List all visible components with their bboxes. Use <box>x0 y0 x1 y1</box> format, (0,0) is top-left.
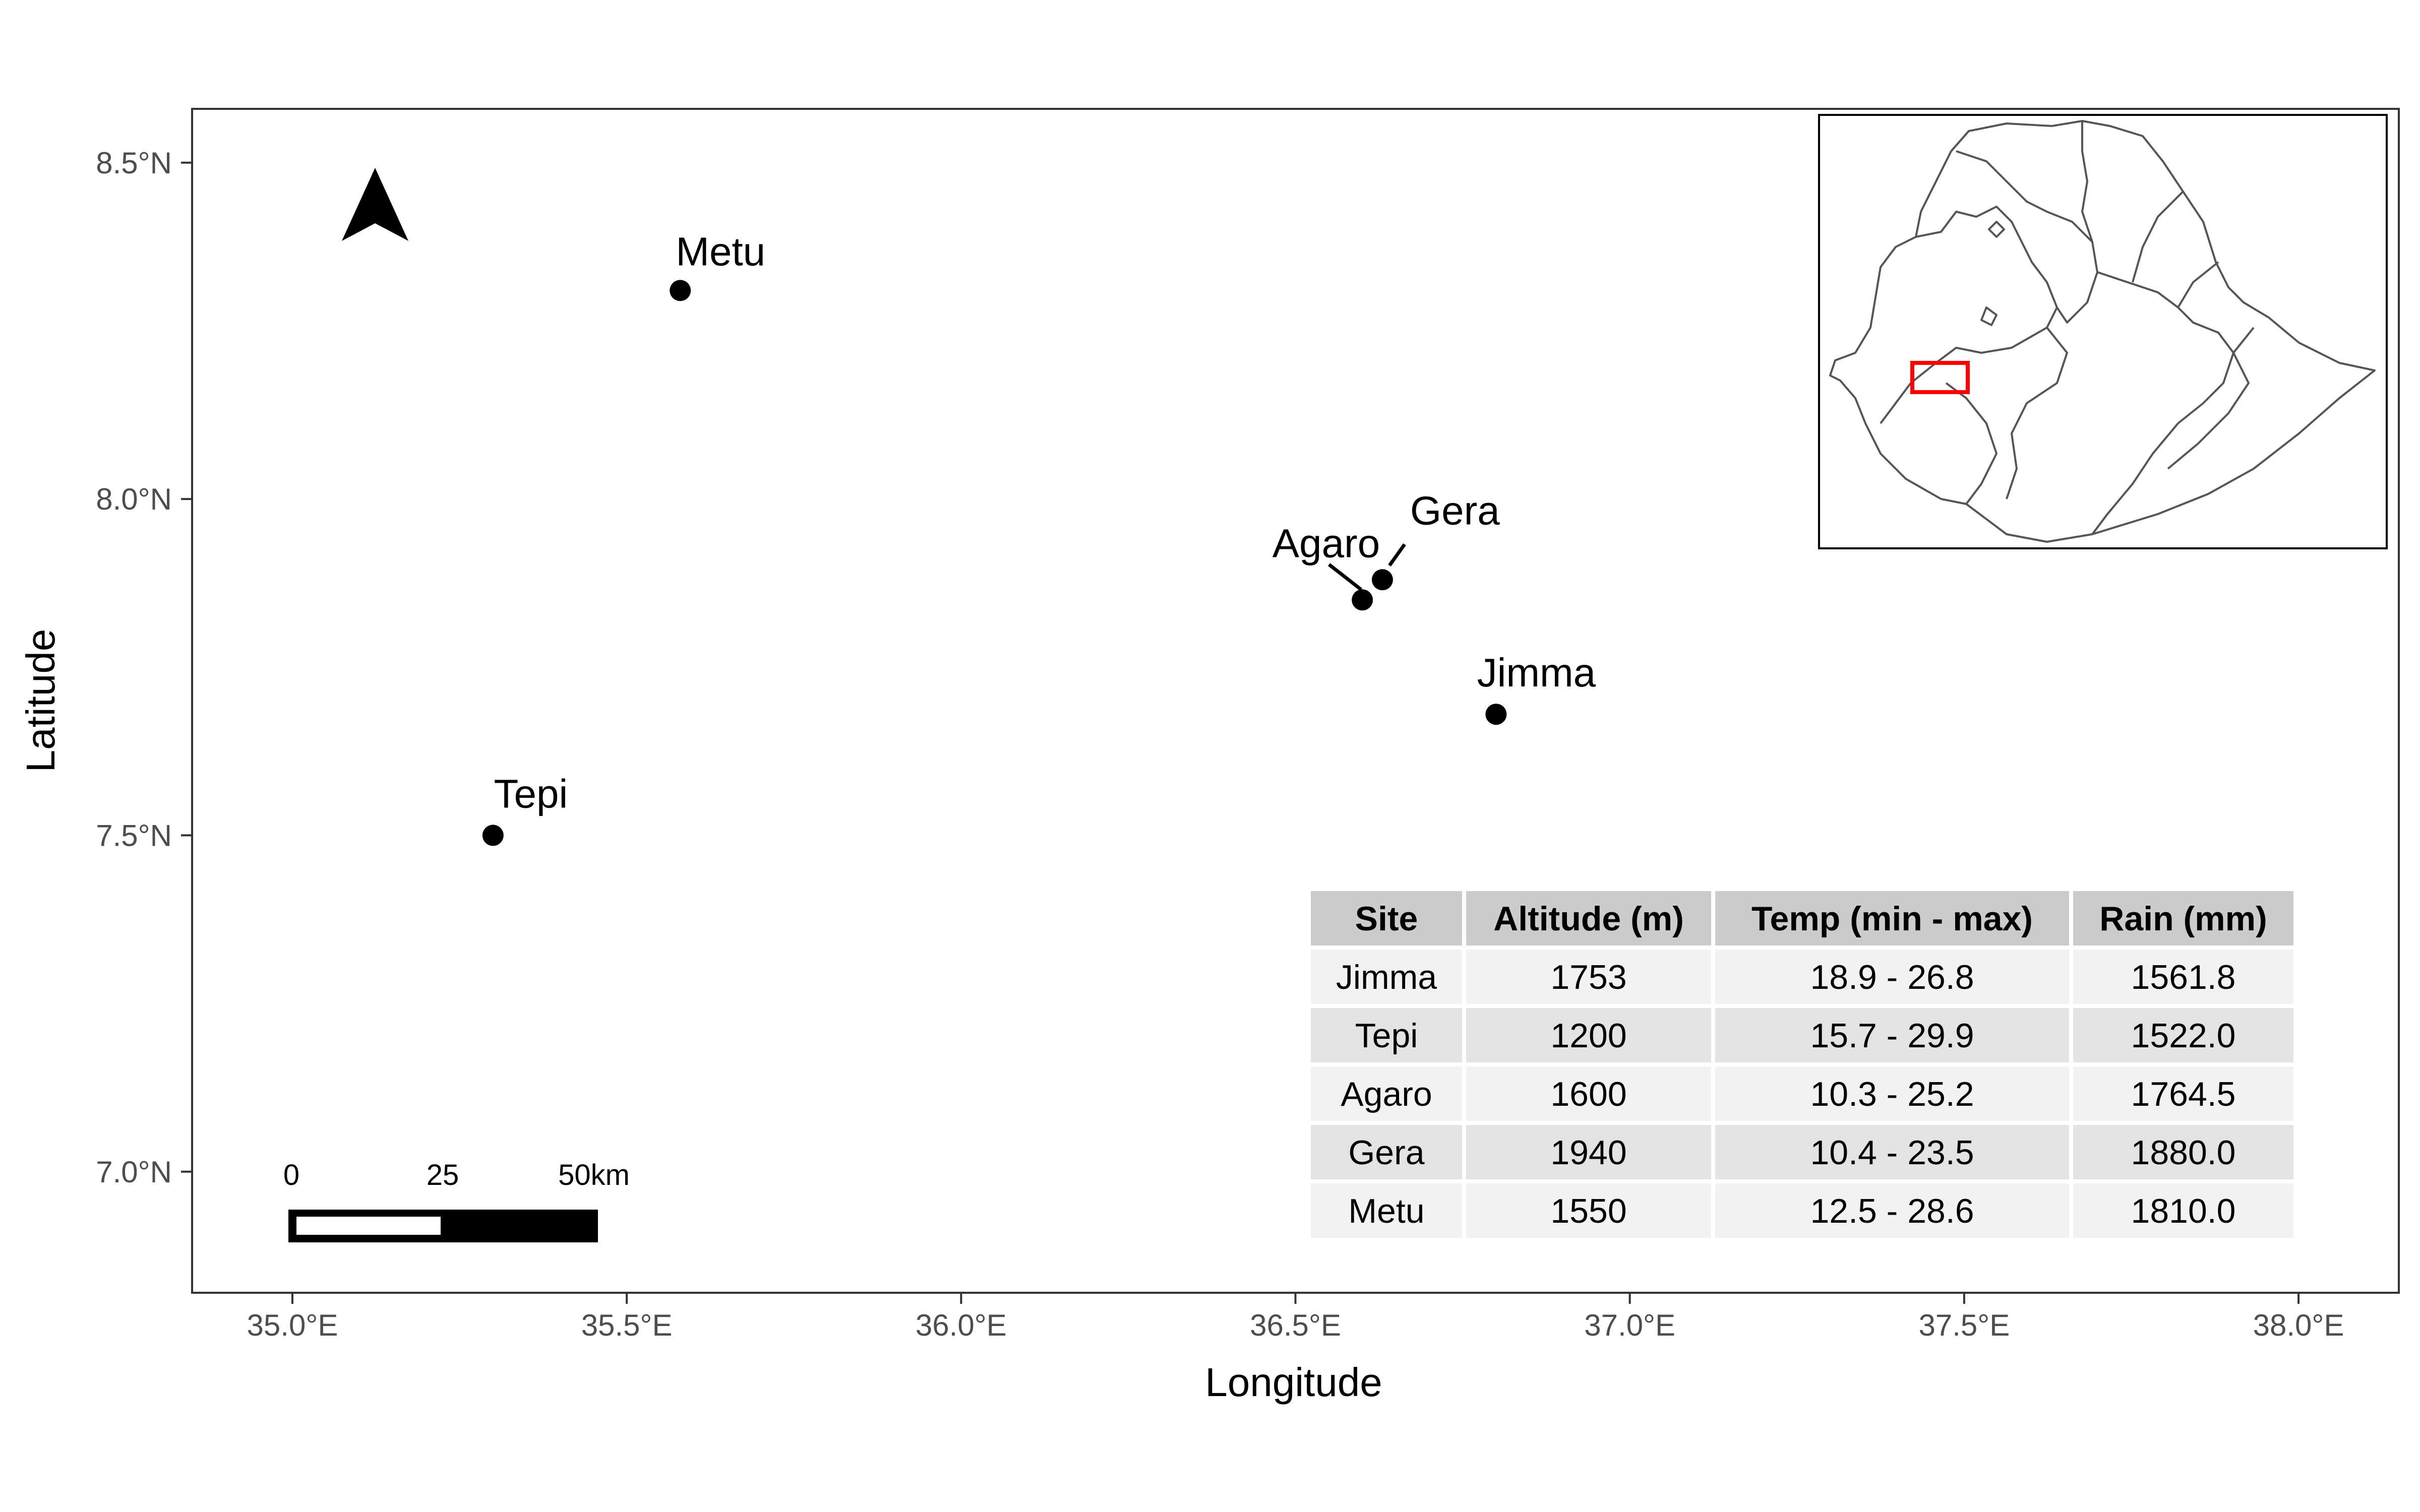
table-cell <box>2073 1183 2293 1238</box>
x-tick-label: 37.0°E <box>1584 1308 1675 1342</box>
table-header-cell <box>1466 891 1711 946</box>
table-cell <box>1466 1183 1711 1238</box>
ethiopia-regions-map-icon <box>1829 120 2376 543</box>
table-cell-text: 10.3 - 25.2 <box>1810 1075 1974 1113</box>
table-cell <box>2073 950 2293 1004</box>
x-tick-label: 37.5°E <box>1918 1308 2010 1342</box>
table-cell-text: 1753 <box>1550 958 1626 996</box>
site-climate-table: Site Altitude (m) Temp (min - max) Rain (mm… <box>1311 891 2293 1238</box>
table-cell <box>1466 950 1711 1004</box>
table-cell-text: 1200 <box>1550 1017 1626 1055</box>
table-cell <box>2073 1008 2293 1062</box>
site-point-metu <box>670 280 691 301</box>
table-cell-text: Tepi <box>1355 1017 1418 1055</box>
x-tick-label: 36.5°E <box>1250 1308 1341 1342</box>
table-cell <box>2073 1066 2293 1121</box>
table-cell-text: 12.5 - 28.6 <box>1810 1192 1974 1230</box>
y-tick-label: 7.5°N <box>96 818 172 852</box>
table-cell-text: 18.9 - 26.8 <box>1810 958 1974 996</box>
table-cell <box>1311 950 1462 1004</box>
table-header-text: Altitude (m) <box>1493 900 1684 938</box>
table-cell <box>1715 1066 2069 1121</box>
study-area-highlight <box>1910 361 1970 394</box>
x-tick-label: 38.0°E <box>2253 1308 2344 1342</box>
table-header-text: Rain (mm) <box>2099 900 2267 938</box>
table-cell <box>1466 1066 1711 1121</box>
table-header-cell <box>1715 891 2069 946</box>
site-label-gera: Gera <box>1410 488 1500 533</box>
scale-bar-white-segment <box>296 1217 441 1235</box>
table-header-text: Site <box>1355 900 1418 938</box>
scale-bar: 0 25 50km <box>283 1159 630 1242</box>
table-cell-text: 1880.0 <box>2131 1133 2236 1172</box>
x-tick-label: 35.5°E <box>581 1308 673 1342</box>
table-header-text: Temp (min - max) <box>1751 900 2033 938</box>
table-cell <box>1715 950 2069 1004</box>
y-axis: 7.0°N 7.5°N 8.0°N 8.5°N <box>96 146 192 1189</box>
table-cell-text: 1810.0 <box>2131 1192 2236 1230</box>
agaro-leader-line <box>1327 563 1363 591</box>
table-cell <box>1715 1125 2069 1179</box>
x-tick-label: 35.0°E <box>247 1308 338 1342</box>
site-label-agaro: Agaro <box>1273 521 1380 565</box>
table-cell <box>1715 1183 2069 1238</box>
table-cell <box>1715 1008 2069 1062</box>
y-tick-label: 8.0°N <box>96 482 172 516</box>
table-cell-text: 10.4 - 23.5 <box>1810 1133 1974 1172</box>
table-cell <box>1311 1066 1462 1121</box>
y-axis-title: Latitude <box>18 629 63 773</box>
table-cell <box>1466 1008 1711 1062</box>
table-cell <box>1311 1183 1462 1238</box>
site-label-jimma: Jimma <box>1477 650 1596 695</box>
y-tick-label: 8.5°N <box>96 146 172 180</box>
table-cell-text: 1600 <box>1550 1075 1626 1113</box>
site-label-tepi: Tepi <box>494 771 568 816</box>
table-cell-text: 1522.0 <box>2131 1017 2236 1055</box>
site-point-agaro <box>1352 589 1373 611</box>
table-cell-text: Jimma <box>1336 958 1437 996</box>
table-cell-text: Gera <box>1348 1133 1424 1172</box>
table-cell <box>1311 1125 1462 1179</box>
inset-frame <box>1818 114 2388 549</box>
x-axis: 35.0°E 35.5°E 36.0°E 36.5°E 37.0°E 37.5°E 38.0… <box>247 1293 2344 1342</box>
north-arrow-icon <box>342 168 408 241</box>
table-cell <box>1311 1008 1462 1062</box>
table-header-cell <box>2073 891 2293 946</box>
scale-label-25: 25 <box>427 1159 459 1191</box>
y-tick-label: 7.0°N <box>96 1155 172 1189</box>
gera-leader-line <box>1388 543 1406 567</box>
site-label-metu: Metu <box>676 229 765 274</box>
scale-label-0: 0 <box>283 1159 299 1191</box>
table-cell-text: Metu <box>1348 1192 1424 1230</box>
site-point-jimma <box>1485 704 1507 725</box>
table-cell-text: 1561.8 <box>2131 958 2236 996</box>
site-points: Metu Agaro Gera Jimma Tepi <box>482 229 1596 846</box>
table-cell-text: 1940 <box>1550 1133 1626 1172</box>
table-cell-text: 1764.5 <box>2131 1075 2236 1113</box>
table-header-cell <box>1311 891 1462 946</box>
table-cell <box>2073 1125 2293 1179</box>
table-cell <box>1466 1125 1711 1179</box>
table-cell-text: 1550 <box>1550 1192 1626 1230</box>
x-axis-title: Longitude <box>1205 1360 1382 1405</box>
x-tick-label: 36.0°E <box>916 1308 1007 1342</box>
site-point-gera <box>1371 569 1393 591</box>
scale-label-50km: 50km <box>558 1159 630 1191</box>
site-point-tepi <box>482 825 504 846</box>
table-cell-text: 15.7 - 29.9 <box>1810 1017 1974 1055</box>
inset-map <box>1818 114 2388 549</box>
table-cell-text: Agaro <box>1341 1075 1432 1113</box>
